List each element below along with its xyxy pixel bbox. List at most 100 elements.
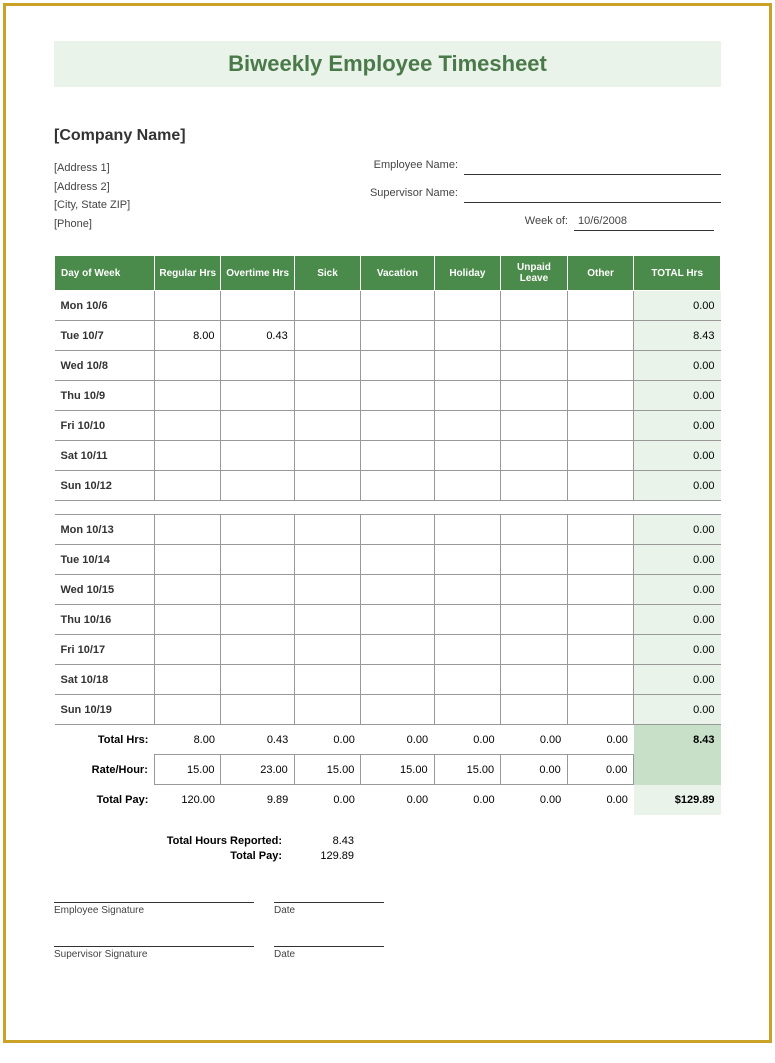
hours-cell[interactable] (434, 545, 501, 575)
hours-cell[interactable] (361, 695, 434, 725)
hours-cell[interactable] (154, 351, 221, 381)
hours-cell[interactable] (221, 605, 294, 635)
hours-cell[interactable] (294, 381, 361, 411)
hours-cell[interactable] (361, 575, 434, 605)
hours-cell[interactable] (294, 321, 361, 351)
hours-cell[interactable] (501, 351, 568, 381)
hours-cell[interactable] (567, 411, 634, 441)
hours-cell[interactable]: 8.00 (154, 321, 221, 351)
hours-cell[interactable] (361, 471, 434, 501)
hours-cell[interactable] (567, 635, 634, 665)
hours-cell[interactable] (434, 291, 501, 321)
hours-cell[interactable] (501, 575, 568, 605)
hours-cell[interactable] (434, 575, 501, 605)
hours-cell[interactable] (501, 515, 568, 545)
hours-cell[interactable] (294, 575, 361, 605)
hours-cell[interactable] (221, 515, 294, 545)
hours-cell[interactable] (567, 515, 634, 545)
hours-cell[interactable] (361, 381, 434, 411)
hours-cell[interactable] (567, 381, 634, 411)
hours-cell[interactable] (154, 471, 221, 501)
hours-cell[interactable] (294, 665, 361, 695)
hours-cell[interactable] (221, 351, 294, 381)
hours-cell[interactable] (501, 321, 568, 351)
hours-cell[interactable] (154, 291, 221, 321)
hours-cell[interactable] (361, 291, 434, 321)
hours-cell[interactable] (294, 515, 361, 545)
hours-cell[interactable] (294, 351, 361, 381)
hours-cell[interactable] (361, 635, 434, 665)
hours-cell[interactable] (567, 351, 634, 381)
hours-cell[interactable] (434, 411, 501, 441)
hours-cell[interactable] (361, 605, 434, 635)
hours-cell[interactable] (501, 381, 568, 411)
hours-cell[interactable] (434, 381, 501, 411)
hours-cell[interactable] (434, 695, 501, 725)
hours-cell[interactable] (361, 441, 434, 471)
hours-cell[interactable] (294, 471, 361, 501)
hours-cell[interactable] (361, 545, 434, 575)
hours-cell[interactable]: 0.43 (221, 321, 294, 351)
hours-cell[interactable] (221, 575, 294, 605)
hours-cell[interactable] (434, 441, 501, 471)
hours-cell[interactable] (567, 665, 634, 695)
hours-cell[interactable] (567, 471, 634, 501)
hours-cell[interactable] (221, 665, 294, 695)
hours-cell[interactable] (221, 381, 294, 411)
hours-cell[interactable] (501, 291, 568, 321)
hours-cell[interactable] (434, 351, 501, 381)
hours-cell[interactable] (294, 695, 361, 725)
hours-cell[interactable] (567, 605, 634, 635)
hours-cell[interactable] (361, 515, 434, 545)
hours-cell[interactable] (501, 471, 568, 501)
hours-cell[interactable] (501, 545, 568, 575)
hours-cell[interactable] (567, 321, 634, 351)
hours-cell[interactable] (221, 471, 294, 501)
hours-cell[interactable] (154, 605, 221, 635)
supervisor-name-value[interactable] (464, 187, 721, 203)
week-of-value[interactable]: 10/6/2008 (574, 215, 714, 231)
hours-cell[interactable] (501, 665, 568, 695)
hours-cell[interactable] (434, 635, 501, 665)
hours-cell[interactable] (154, 695, 221, 725)
hours-cell[interactable] (221, 291, 294, 321)
hours-cell[interactable] (434, 471, 501, 501)
hours-cell[interactable] (221, 695, 294, 725)
hours-cell[interactable] (294, 441, 361, 471)
hours-cell[interactable] (361, 321, 434, 351)
hours-cell[interactable] (361, 411, 434, 441)
hours-cell[interactable] (294, 635, 361, 665)
hours-cell[interactable] (501, 635, 568, 665)
hours-cell[interactable] (567, 291, 634, 321)
hours-cell[interactable] (154, 635, 221, 665)
hours-cell[interactable] (154, 515, 221, 545)
hours-cell[interactable] (154, 441, 221, 471)
employee-name-value[interactable] (464, 159, 721, 175)
hours-cell[interactable] (434, 605, 501, 635)
hours-cell[interactable] (154, 545, 221, 575)
hours-cell[interactable] (501, 441, 568, 471)
hours-cell[interactable] (221, 411, 294, 441)
hours-cell[interactable] (567, 575, 634, 605)
hours-cell[interactable] (294, 411, 361, 441)
hours-cell[interactable] (154, 665, 221, 695)
hours-cell[interactable] (567, 695, 634, 725)
hours-cell[interactable] (294, 605, 361, 635)
hours-cell[interactable] (434, 515, 501, 545)
hours-cell[interactable] (154, 411, 221, 441)
hours-cell[interactable] (434, 321, 501, 351)
hours-cell[interactable] (501, 605, 568, 635)
hours-cell[interactable] (154, 381, 221, 411)
hours-cell[interactable] (221, 441, 294, 471)
hours-cell[interactable] (434, 665, 501, 695)
hours-cell[interactable] (501, 411, 568, 441)
hours-cell[interactable] (221, 545, 294, 575)
hours-cell[interactable] (154, 575, 221, 605)
hours-cell[interactable] (361, 351, 434, 381)
hours-cell[interactable] (567, 441, 634, 471)
hours-cell[interactable] (294, 545, 361, 575)
hours-cell[interactable] (221, 635, 294, 665)
hours-cell[interactable] (501, 695, 568, 725)
hours-cell[interactable] (294, 291, 361, 321)
hours-cell[interactable] (361, 665, 434, 695)
